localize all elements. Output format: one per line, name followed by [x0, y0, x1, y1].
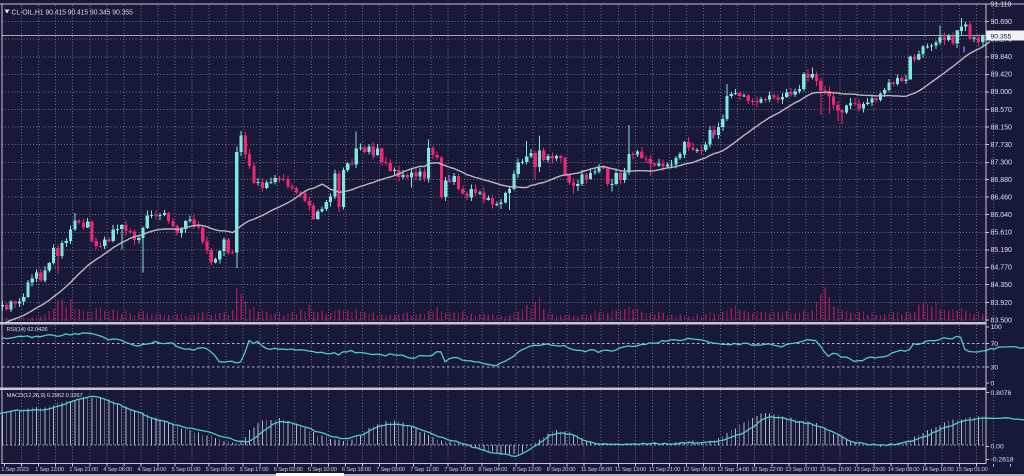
svg-text:86.040: 86.040 [991, 212, 1013, 219]
svg-text:6 Sep 18:00: 6 Sep 18:00 [342, 467, 372, 473]
svg-text:8 Sep 20:00: 8 Sep 20:00 [547, 467, 577, 473]
svg-text:6 Sep 10:00: 6 Sep 10:00 [308, 467, 338, 473]
svg-text:70: 70 [991, 341, 999, 348]
svg-text:7 Sep 03:00: 7 Sep 03:00 [376, 467, 406, 473]
svg-text:88.150: 88.150 [991, 124, 1013, 131]
svg-text:14 Sep 16:00: 14 Sep 16:00 [922, 467, 955, 473]
svg-text:0.00: 0.00 [991, 444, 1004, 451]
svg-text:RSI(14) 62.0426: RSI(14) 62.0426 [7, 327, 49, 333]
svg-text:7 Sep 19:00: 7 Sep 19:00 [444, 467, 474, 473]
svg-text:MACD(12,26,9) 0.2962 0.3267: MACD(12,26,9) 0.2962 0.3267 [7, 393, 83, 399]
svg-text:89.420: 89.420 [991, 72, 1013, 79]
svg-text:5 Sep 17:00: 5 Sep 17:00 [240, 467, 270, 473]
svg-text:7 Sep 11:00: 7 Sep 11:00 [410, 467, 439, 473]
svg-text:30: 30 [991, 364, 999, 371]
svg-text:1 Sep 2023: 1 Sep 2023 [1, 467, 29, 473]
svg-text:88.570: 88.570 [991, 107, 1013, 114]
svg-text:14 Sep 08:00: 14 Sep 08:00 [888, 467, 921, 473]
svg-text:5 Sep 09:00: 5 Sep 09:00 [206, 467, 236, 473]
svg-text:89.000: 89.000 [991, 89, 1013, 96]
svg-text:84.770: 84.770 [991, 265, 1013, 272]
svg-text:6 Sep 02:00: 6 Sep 02:00 [274, 467, 304, 473]
svg-text:13 Sep 15:00: 13 Sep 15:00 [819, 467, 852, 473]
svg-text:11 Sep 21:00: 11 Sep 21:00 [649, 467, 681, 473]
svg-text:87.730: 87.730 [991, 142, 1013, 149]
svg-text:8 Sep 04:00: 8 Sep 04:00 [478, 467, 508, 473]
svg-text:0: 0 [991, 380, 995, 387]
svg-text:84.350: 84.350 [991, 282, 1013, 289]
svg-text:83.500: 83.500 [991, 317, 1013, 324]
svg-text:89.840: 89.840 [991, 54, 1013, 61]
svg-text:0.8076: 0.8076 [991, 390, 1012, 397]
svg-text:CL-OIL,H1 90.415 90.415 90.34: CL-OIL,H1 90.415 90.415 90.345 90.355 [12, 9, 133, 16]
svg-text:91.110: 91.110 [991, 2, 1012, 9]
svg-text:13 Sep 23:00: 13 Sep 23:00 [854, 467, 887, 473]
svg-text:12 Sep 14:00: 12 Sep 14:00 [717, 467, 750, 473]
svg-text:13 Sep 07:00: 13 Sep 07:00 [785, 467, 818, 473]
svg-text:90.355: 90.355 [991, 33, 1012, 40]
svg-text:8 Sep 12:00: 8 Sep 12:00 [513, 467, 543, 473]
svg-text:87.300: 87.300 [991, 160, 1013, 167]
svg-text:1 Sep 13:00: 1 Sep 13:00 [35, 467, 65, 473]
svg-text:5 Sep 01:00: 5 Sep 01:00 [172, 467, 202, 473]
svg-text:85.190: 85.190 [991, 247, 1013, 254]
svg-text:4 Sep 14:00: 4 Sep 14:00 [137, 467, 167, 473]
svg-text:12 Sep 06:00: 12 Sep 06:00 [683, 467, 716, 473]
svg-text:85.610: 85.610 [991, 230, 1013, 237]
svg-text:86.880: 86.880 [991, 177, 1013, 184]
svg-text:4 Sep 06:00: 4 Sep 06:00 [103, 467, 133, 473]
svg-text:86.460: 86.460 [991, 195, 1013, 202]
svg-text:1 Sep 21:00: 1 Sep 21:00 [69, 467, 99, 473]
svg-text:11 Sep 13:00: 11 Sep 13:00 [615, 467, 647, 473]
svg-text:100: 100 [991, 324, 1003, 331]
svg-text:11 Sep 05:00: 11 Sep 05:00 [581, 467, 613, 473]
svg-text:-0.2618: -0.2618 [991, 457, 1014, 464]
svg-text:15 Sep 01:00: 15 Sep 01:00 [956, 467, 989, 473]
svg-text:90.690: 90.690 [991, 19, 1013, 26]
svg-text:83.920: 83.920 [991, 300, 1013, 307]
svg-text:12 Sep 22:00: 12 Sep 22:00 [751, 467, 784, 473]
